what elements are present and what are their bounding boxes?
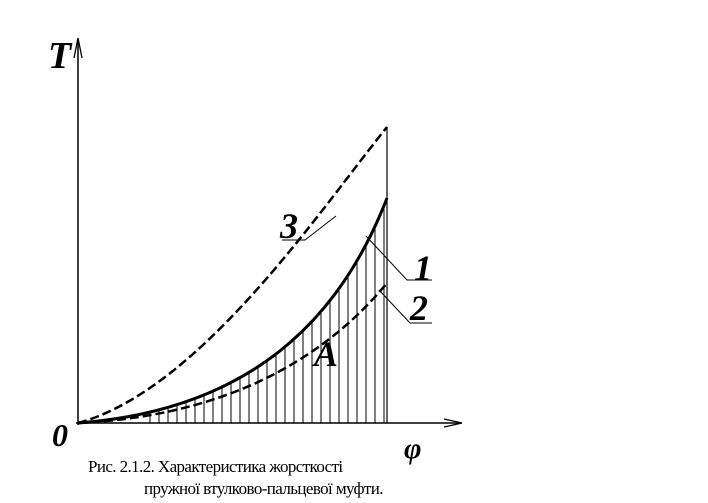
y-label: T — [48, 35, 73, 77]
origin-label: 0 — [52, 417, 68, 453]
y-arrow — [73, 37, 83, 59]
leader-1 — [365, 235, 432, 281]
curve-label: 3 — [279, 206, 298, 246]
caption-line: Рис. 2.1.2. Характеристика жорсткості — [88, 457, 343, 476]
x-arrow — [443, 418, 463, 428]
x-label: φ — [404, 432, 422, 465]
curve-2 — [77, 282, 388, 425]
curve-label: 2 — [409, 288, 428, 328]
curve-1 — [77, 197, 389, 425]
curve-3 — [77, 126, 388, 425]
hatching — [149, 198, 385, 423]
curve-label: 1 — [414, 248, 432, 288]
area-label: A — [312, 334, 338, 374]
leader-2 — [378, 289, 432, 324]
leader-3 — [282, 215, 337, 241]
caption-line: пружної втулково-пальцевої муфти. — [144, 479, 383, 498]
